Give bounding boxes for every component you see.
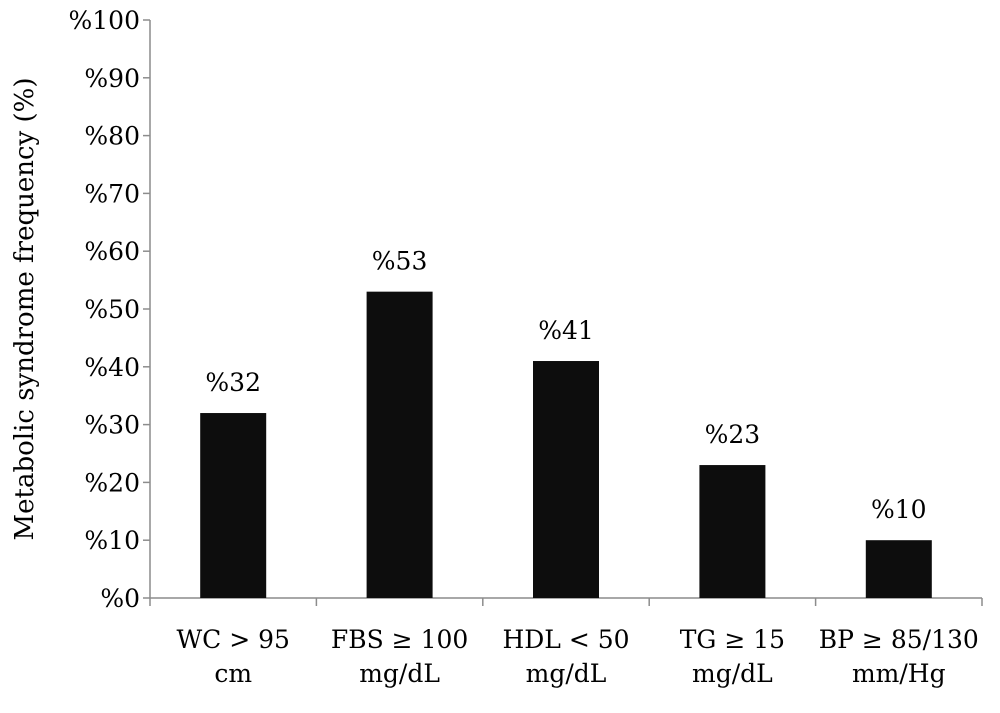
y-tick-label: %0: [100, 584, 140, 613]
y-tick-label: %30: [84, 411, 140, 440]
y-axis-title: Metabolic syndrome frequency (%): [10, 78, 40, 541]
bar-value-label: %23: [705, 420, 761, 449]
bar: [865, 540, 932, 598]
x-category-label: mm/Hg: [852, 659, 946, 688]
bar: [533, 361, 599, 598]
y-tick-label: %50: [84, 295, 140, 324]
y-tick-label: %90: [84, 64, 140, 93]
y-tick-label: %100: [69, 6, 140, 35]
bar-value-label: %53: [372, 247, 428, 276]
x-category-label: mg/dL: [526, 659, 607, 688]
x-category-label: mg/dL: [359, 659, 440, 688]
x-category-label: mg/dL: [692, 659, 773, 688]
x-category-label: WC > 95: [176, 625, 289, 654]
y-tick-label: %60: [84, 237, 140, 266]
bar-value-label: %41: [538, 316, 594, 345]
y-tick-label: %20: [84, 468, 140, 497]
bar-value-label: %10: [871, 495, 927, 524]
x-category-label: cm: [214, 659, 252, 688]
y-axis: %0 %10 %20 %30 %40 %50 %60 %70 %80 %90 %100: [69, 6, 151, 613]
y-tick-label: %70: [84, 179, 140, 208]
x-category-label: HDL < 50: [502, 625, 629, 654]
y-tick-label: %40: [84, 353, 140, 382]
bar: [200, 413, 267, 598]
y-tick-label: %10: [84, 526, 140, 555]
bar: [699, 465, 766, 598]
bars: [200, 291, 932, 598]
y-tick-label: %80: [84, 122, 140, 151]
x-category-label: BP ≥ 85/130: [819, 625, 979, 654]
value-labels: %32 %53 %41 %23 %10: [205, 247, 926, 525]
x-category-label: FBS ≥ 100: [331, 625, 468, 654]
category-labels: WC > 95 cm FBS ≥ 100 mg/dL HDL < 50 mg/dL TG ≥…: [176, 625, 978, 688]
x-axis: [149, 597, 983, 606]
x-category-label: TG ≥ 15: [680, 625, 785, 654]
bar-value-label: %32: [205, 368, 261, 397]
bar: [366, 291, 433, 598]
